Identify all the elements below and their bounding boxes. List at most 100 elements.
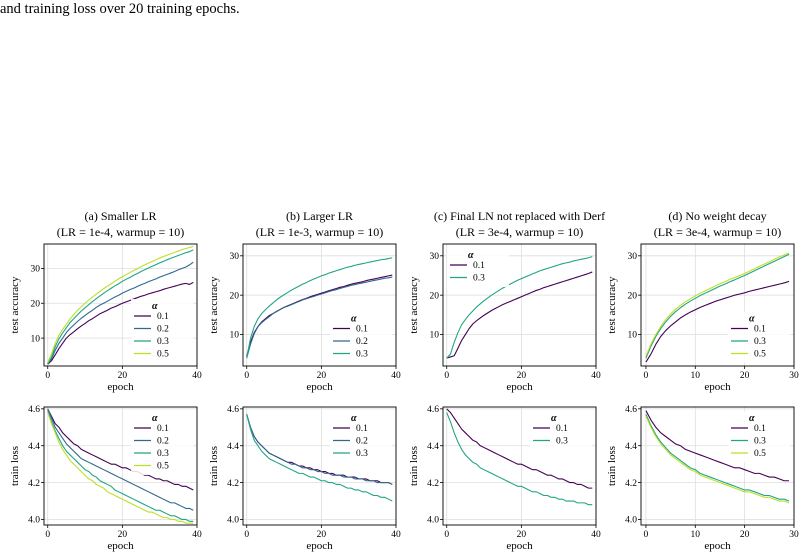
chart-subtitle: (LR = 3e-4, warmup = 10) bbox=[456, 225, 584, 239]
chart-title: (c) Final LN not replaced with Derf bbox=[434, 209, 605, 223]
x-tick-label: 20 bbox=[317, 371, 327, 381]
legend-label: 0.1 bbox=[754, 325, 766, 335]
series-line-0-3 bbox=[446, 412, 593, 506]
plot-frame bbox=[640, 243, 795, 367]
y-tick-label: 20 bbox=[230, 291, 240, 301]
y-tick-label: 10 bbox=[628, 331, 638, 341]
legend-label: 0.5 bbox=[157, 350, 169, 360]
legend-title: α bbox=[351, 314, 357, 325]
legend-label: 0.5 bbox=[754, 350, 766, 360]
legend-label: 0.5 bbox=[754, 449, 766, 459]
plot-frame bbox=[43, 243, 198, 367]
plot-frame bbox=[242, 406, 397, 526]
y-tick-label: 4.4 bbox=[427, 442, 439, 452]
x-tick-label: 30 bbox=[789, 530, 799, 540]
series-line-0-3 bbox=[47, 249, 194, 364]
x-tick-label: 20 bbox=[118, 530, 128, 540]
legend: α0.1 0.3 bbox=[447, 248, 509, 287]
series-line-0-1 bbox=[645, 280, 790, 363]
legend-label: 0.1 bbox=[754, 424, 766, 434]
legend-label: 0.1 bbox=[356, 325, 368, 335]
series-line-0-5 bbox=[645, 252, 790, 357]
chart-title: (d) No weight decay bbox=[668, 209, 766, 223]
y-axis-label: train loss bbox=[9, 446, 21, 486]
legend-background bbox=[330, 411, 392, 463]
x-tick-label: 30 bbox=[789, 371, 799, 381]
series-line-0-2 bbox=[47, 261, 194, 365]
legend-title: α bbox=[749, 314, 755, 325]
chart-panel-8: 0 10 20 30 4.0 4.2 4.4 4.6 epoch train loss α0.1 0.… bbox=[606, 405, 799, 552]
x-tick-label: 40 bbox=[192, 371, 202, 381]
y-tick-label: 10 bbox=[31, 334, 41, 344]
x-tick-label: 0 bbox=[444, 371, 449, 381]
legend-label: 0.5 bbox=[157, 462, 169, 472]
series-line-0-5 bbox=[645, 415, 790, 504]
x-tick-label: 40 bbox=[591, 371, 601, 381]
legend: α0.1 0.3 0.5 bbox=[728, 311, 790, 363]
x-tick-label: 40 bbox=[391, 371, 401, 381]
y-tick-label: 10 bbox=[230, 331, 240, 341]
x-axis-label: epoch bbox=[107, 381, 134, 393]
x-tick-label: 0 bbox=[45, 371, 50, 381]
series-line-0-1 bbox=[446, 271, 593, 359]
series-line-0-1 bbox=[47, 281, 194, 365]
x-axis-label: epoch bbox=[306, 381, 333, 393]
x-axis-label: epoch bbox=[506, 540, 533, 552]
x-axis-label: epoch bbox=[306, 540, 333, 552]
legend-label: 0.3 bbox=[754, 437, 766, 447]
y-tick-label: 20 bbox=[430, 291, 440, 301]
series-line-0-3 bbox=[47, 410, 194, 522]
chart-panel-1: 0 20 40 10 20 30 epoch test accuracy (a) Smaller… bbox=[9, 209, 202, 393]
legend-title: α bbox=[468, 250, 474, 261]
plot-frame bbox=[442, 243, 597, 367]
legend: α0.1 0.2 0.3 bbox=[330, 411, 392, 463]
legend-background bbox=[131, 411, 193, 475]
y-tick-label: 4.4 bbox=[625, 442, 637, 452]
plot-frame bbox=[640, 406, 795, 526]
figure-caption: and training loss over 20 training epoch… bbox=[0, 1, 240, 17]
y-axis-label: train loss bbox=[208, 446, 220, 486]
y-axis-label: test accuracy bbox=[9, 276, 21, 334]
chart-panel-6: 0 20 40 4.0 4.2 4.4 4.6 epoch train loss α0.1 0.2 0… bbox=[208, 405, 401, 552]
series-line-0-3 bbox=[246, 414, 393, 502]
x-tick-label: 40 bbox=[591, 530, 601, 540]
x-tick-label: 0 bbox=[644, 371, 649, 381]
chart-panel-3: 0 20 40 10 20 30 epoch test accuracy (c) Final L… bbox=[408, 209, 605, 393]
x-tick-label: 40 bbox=[192, 530, 202, 540]
y-tick-label: 30 bbox=[628, 252, 638, 262]
x-tick-label: 20 bbox=[118, 371, 128, 381]
chart-panel-2: 0 20 40 10 20 30 epoch test accuracy (b) Larger … bbox=[208, 209, 401, 393]
legend-label: 0.3 bbox=[754, 337, 766, 347]
plot-frame bbox=[43, 406, 198, 526]
series-line-0-1 bbox=[47, 408, 194, 491]
chart-subtitle: (LR = 1e-4, warmup = 10) bbox=[57, 225, 185, 239]
legend-label: 0.2 bbox=[157, 437, 169, 447]
legend-title: α bbox=[152, 413, 158, 424]
series-line-0-3 bbox=[645, 253, 790, 359]
legend-background bbox=[131, 299, 193, 363]
legend-title: α bbox=[351, 413, 357, 424]
y-tick-label: 4.0 bbox=[227, 516, 239, 526]
legend-label: 0.1 bbox=[157, 424, 169, 434]
x-axis-label: epoch bbox=[704, 540, 731, 552]
legend-background bbox=[728, 311, 790, 363]
y-tick-label: 4.0 bbox=[427, 516, 439, 526]
y-tick-label: 4.6 bbox=[28, 405, 40, 415]
legend-background bbox=[447, 248, 509, 287]
legend-label: 0.3 bbox=[556, 437, 568, 447]
x-tick-label: 20 bbox=[517, 530, 527, 540]
chart-panel-7: 0 20 40 4.0 4.2 4.4 4.6 epoch train loss α0.1 0.3 bbox=[408, 405, 601, 552]
series-line-0-1 bbox=[645, 410, 790, 482]
y-tick-label: 4.2 bbox=[227, 479, 239, 489]
y-tick-label: 20 bbox=[31, 299, 41, 309]
legend-label: 0.1 bbox=[356, 424, 368, 434]
chart-subtitle: (LR = 3e-4, warmup = 10) bbox=[654, 225, 782, 239]
legend-label: 0.2 bbox=[157, 325, 169, 335]
chart-title: (b) Larger LR bbox=[286, 209, 353, 223]
legend: α0.1 0.2 0.3 0.5 bbox=[131, 299, 193, 363]
legend: α0.1 0.3 0.5 bbox=[728, 411, 790, 463]
legend-label: 0.3 bbox=[157, 449, 169, 459]
x-tick-label: 10 bbox=[691, 530, 701, 540]
x-tick-label: 0 bbox=[444, 530, 449, 540]
x-tick-label: 10 bbox=[691, 371, 701, 381]
